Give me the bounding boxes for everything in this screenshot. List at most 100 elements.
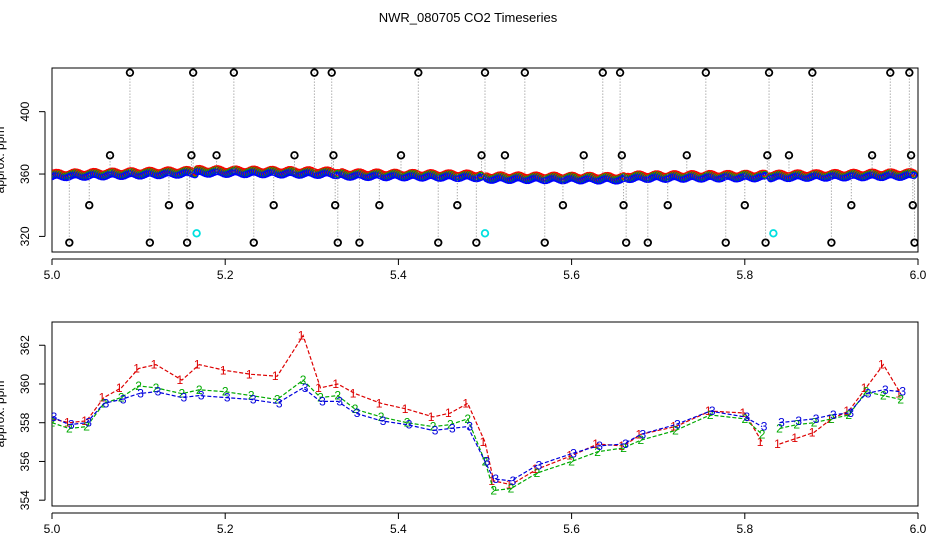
top-ref-point (249, 238, 258, 247)
top-y-tick-label: 320 (18, 226, 32, 246)
bottom-series-2-label: 2 (179, 387, 186, 401)
top-ref-point (125, 68, 135, 77)
bottom-series-3-label: 3 (466, 420, 473, 434)
bottom-series-1-label: 1 (445, 406, 452, 420)
bottom-series-2-label: 2 (222, 385, 229, 399)
bottom-series-1-label: 1 (670, 420, 677, 434)
bottom-series-3-label: 3 (354, 406, 361, 420)
bottom-series-1-label: 1 (194, 358, 201, 372)
bottom-series-3-label: 3 (68, 418, 75, 432)
top-ref-point (764, 68, 774, 77)
bottom-series-2-label: 2 (274, 392, 281, 406)
bottom-series-3-label: 3 (492, 472, 499, 486)
bottom-series-3-label: 3 (596, 439, 603, 453)
bottom-series-2-label: 2 (759, 427, 766, 441)
top-ref-point (827, 238, 836, 247)
figure-title: NWR_080705 CO2 Timeseries (379, 10, 558, 25)
bottom-series-3-label: 3 (622, 437, 629, 451)
top-ref-point (330, 201, 340, 210)
top-ref-point (740, 201, 749, 210)
top-ref-point (414, 68, 423, 77)
bottom-series-1-label: 1 (133, 361, 140, 375)
bottom-series-3-label: 3 (85, 416, 92, 430)
bottom-series-3-label: 3 (847, 406, 854, 420)
bottom-series-1-label: 1 (618, 439, 625, 453)
bottom-series-2-label: 2 (828, 412, 835, 426)
top-ref-point (472, 238, 481, 247)
bottom-series-1-label: 1 (480, 435, 487, 449)
bottom-series-3-label: 3 (882, 383, 889, 397)
bottom-series-1-label: 1 (636, 427, 643, 441)
bottom-series-2-label: 2 (464, 412, 471, 426)
bottom-series-2-label: 2 (620, 441, 627, 455)
bottom-series-1-label: 1 (809, 425, 816, 439)
bottom-series-2-label: 2 (568, 454, 575, 468)
bottom-series-3-label: 3 (336, 394, 343, 408)
top-ref-point (598, 68, 607, 77)
bottom-series-2-label: 2 (508, 482, 515, 496)
bottom-series-2-label: 2 (317, 391, 324, 405)
top-ref-point (453, 201, 462, 210)
bottom-series-3-label: 3 (302, 381, 309, 395)
bottom-panel: 5.0 5.2 5.4 5.6 5.8 6.0 354 356 358 360 362 approx.… (0, 321, 927, 536)
bottom-series-3-label: 3 (865, 387, 872, 401)
bottom-series-2-label: 2 (352, 402, 359, 416)
bottom-series-3-line (52, 387, 763, 482)
bottom-series-2-label: 2 (776, 422, 783, 436)
bottom-series-3-label: 3 (51, 410, 58, 424)
bottom-series-3-label: 3 (103, 396, 110, 410)
top-ref-point (145, 238, 155, 247)
bottom-series-1-label: 1 (774, 437, 781, 451)
bottom-series-2-label: 2 (845, 408, 852, 422)
bottom-series-2-label: 2 (897, 392, 904, 406)
bottom-series-1-label: 1 (246, 367, 253, 381)
bottom-series-1-label: 1 (177, 373, 184, 387)
bottom-series-1-label: 1 (376, 396, 383, 410)
top-y-tick-label: 400 (18, 101, 32, 121)
top-ref-point (579, 151, 588, 160)
top-ref-point (910, 238, 918, 247)
top-panel: 5.0 5.2 5.4 5.6 5.8 6.0 320 360 400 approx. ppm (0, 67, 927, 282)
bottom-series-1-label: 1 (220, 363, 227, 377)
top-ref-point (500, 151, 510, 160)
bottom-series-3-label: 3 (640, 427, 647, 441)
top-flagged-point (769, 229, 778, 238)
top-ref-point (229, 68, 239, 77)
bottom-series-3-label: 3 (137, 387, 144, 401)
bottom-series-2-label: 2 (404, 416, 411, 430)
top-ref-point (333, 238, 342, 247)
bottom-series-2-label: 2 (447, 418, 454, 432)
bottom-series-2-label: 2 (430, 420, 437, 434)
bottom-series-1-label: 1 (791, 431, 798, 445)
top-ref-point (327, 68, 336, 77)
bottom-series-3-label: 3 (709, 404, 716, 418)
top-ref-point (185, 201, 194, 210)
top-ref-point (908, 201, 918, 210)
top-ref-point (375, 201, 384, 210)
bottom-series-2-label: 2 (66, 422, 73, 436)
top-ref-point (721, 238, 730, 247)
bottom-series-2-label: 2 (811, 416, 818, 430)
top-ref-point (396, 151, 406, 160)
top-ref-point (355, 238, 364, 247)
top-point-channel-3 (909, 171, 918, 180)
top-y-tick-label: 360 (18, 164, 32, 184)
bottom-series-1-label: 1 (506, 478, 513, 492)
bottom-series-1-label: 1 (298, 329, 305, 343)
bottom-series-3-label: 3 (899, 385, 906, 399)
bottom-series-1-label: 1 (566, 449, 573, 463)
bottom-series-3-label: 3 (510, 474, 517, 488)
bottom-series-2-label: 2 (793, 418, 800, 432)
bottom-x-tick-label: 5.4 (390, 522, 407, 536)
top-ref-point (310, 68, 319, 77)
top-ref-point (906, 151, 916, 160)
bottom-series-1-label: 1 (272, 369, 279, 383)
bottom-series-3-label: 3 (181, 391, 188, 405)
bottom-series-1-label: 1 (47, 412, 54, 426)
top-ref-point (290, 151, 299, 160)
top-ref-point (905, 68, 914, 77)
bottom-y-tick-label: 354 (18, 490, 32, 510)
top-ref-point (188, 68, 198, 77)
top-ref-point (615, 68, 625, 77)
